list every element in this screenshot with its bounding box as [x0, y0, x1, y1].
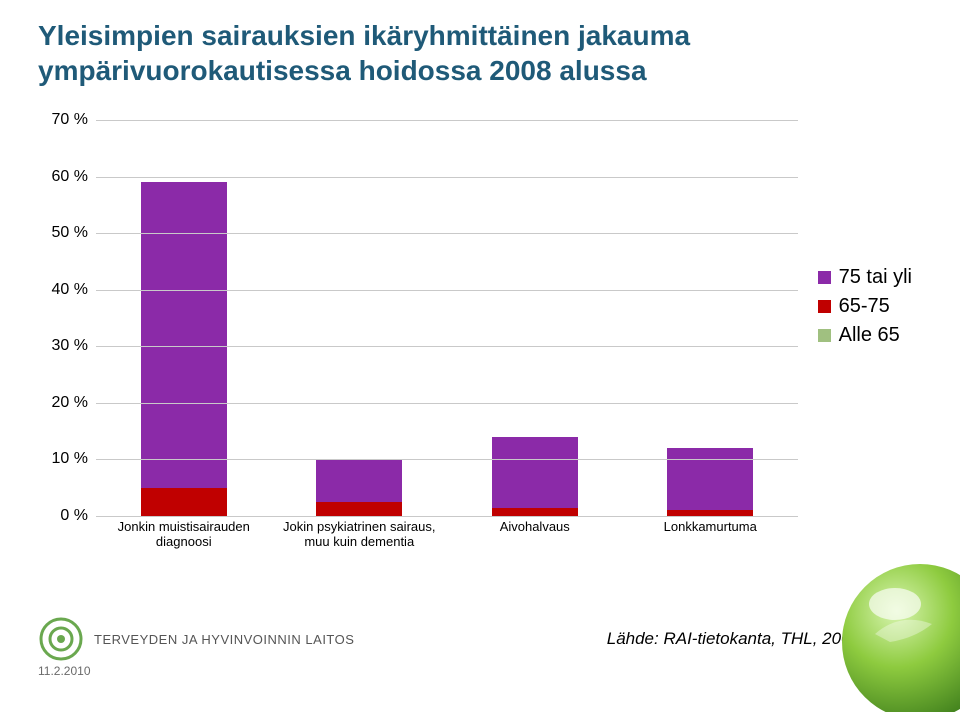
- bar-segment: [492, 437, 578, 508]
- org-name: TERVEYDEN JA HYVINVOINNIN LAITOS: [94, 632, 354, 647]
- bar-segment: [316, 459, 402, 501]
- bar-segment: [667, 448, 753, 510]
- grid-line: [96, 177, 798, 178]
- x-tick-label: Jokin psykiatrinen sairaus,muu kuin deme…: [282, 516, 436, 550]
- y-tick-label: 10 %: [38, 450, 88, 468]
- y-tick-label: 70 %: [38, 111, 88, 129]
- grid-line: [96, 233, 798, 234]
- legend-item: Alle 65: [818, 324, 912, 347]
- bar-stack: [667, 448, 753, 516]
- slide-date: 11.2.2010: [38, 664, 91, 678]
- bar-segment: [141, 488, 227, 516]
- legend-swatch-icon: [818, 300, 831, 313]
- x-axis-labels: Jonkin muistisairaudendiagnoosi Jokin psy…: [96, 516, 798, 550]
- legend-item: 75 tai yli: [818, 266, 912, 289]
- org-logo-icon: [38, 616, 84, 662]
- y-tick-label: 30 %: [38, 337, 88, 355]
- grid-line: [96, 290, 798, 291]
- bar-group: [486, 120, 584, 516]
- title-line-2: ympärivuorokautisessa hoidossa 2008 alus…: [38, 55, 647, 86]
- grid-line: [96, 120, 798, 121]
- organization: TERVEYDEN JA HYVINVOINNIN LAITOS: [38, 616, 354, 662]
- footer: TERVEYDEN JA HYVINVOINNIN LAITOS Lähde: …: [38, 616, 920, 662]
- bar-group: [135, 120, 233, 516]
- bars-container: [96, 120, 798, 516]
- legend-swatch-icon: [818, 329, 831, 342]
- title-line-1: Yleisimpien sairauksien ikäryhmittäinen …: [38, 20, 690, 51]
- bar-segment: [492, 508, 578, 516]
- bar-segment: [141, 182, 227, 487]
- bar-stack: [316, 459, 402, 516]
- legend: 75 tai yli 65-75 Alle 65: [818, 260, 912, 353]
- bar-group: [310, 120, 408, 516]
- x-tick-label: Lonkkamurtuma: [633, 516, 787, 550]
- y-tick-label: 40 %: [38, 281, 88, 299]
- y-tick-label: 20 %: [38, 394, 88, 412]
- legend-label: 75 tai yli: [839, 266, 912, 289]
- x-tick-label: Aivohalvaus: [458, 516, 612, 550]
- grid-line: [96, 459, 798, 460]
- plot-area: [96, 120, 798, 516]
- bar-stack: [492, 437, 578, 516]
- legend-item: 65-75: [818, 295, 912, 318]
- decorative-sphere-icon: [820, 542, 960, 712]
- x-tick-label: Jonkin muistisairaudendiagnoosi: [107, 516, 261, 550]
- y-tick-label: 0 %: [38, 507, 88, 525]
- legend-label: 65-75: [839, 295, 890, 318]
- grid-line: [96, 346, 798, 347]
- legend-label: Alle 65: [839, 324, 900, 347]
- chart-container: Jonkin muistisairaudendiagnoosi Jokin psy…: [38, 120, 798, 550]
- slide-title: Yleisimpien sairauksien ikäryhmittäinen …: [0, 0, 960, 92]
- legend-swatch-icon: [818, 271, 831, 284]
- y-tick-label: 60 %: [38, 168, 88, 186]
- grid-line: [96, 403, 798, 404]
- bar-group: [661, 120, 759, 516]
- bar-segment: [316, 502, 402, 516]
- y-tick-label: 50 %: [38, 224, 88, 242]
